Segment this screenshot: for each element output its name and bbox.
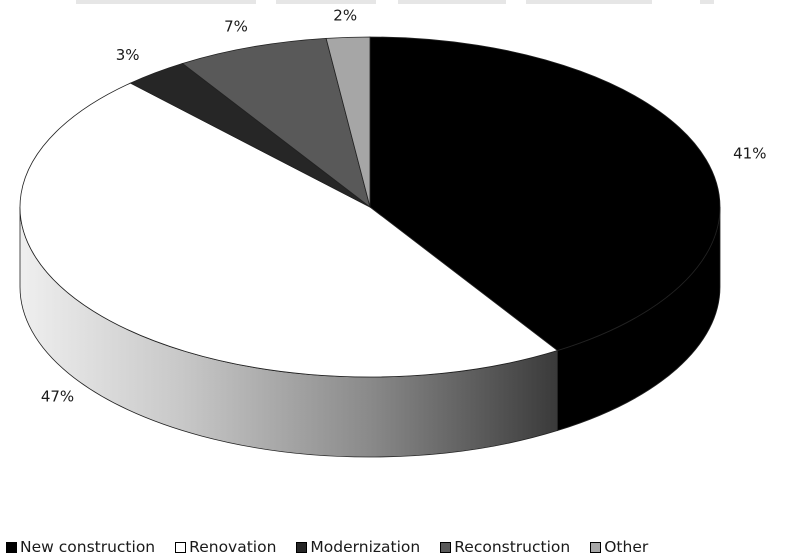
legend-label: Other (604, 538, 649, 556)
legend-item-new-construction: New construction (6, 538, 155, 556)
legend-item-renovation: Renovation (175, 538, 276, 556)
slice-renovation (19, 82, 559, 378)
chart-legend: New construction Renovation Modernization R… (6, 537, 800, 557)
legend-swatch (296, 541, 308, 553)
pie-chart: 41% 47% 3% 7% 2% (19, 6, 766, 458)
data-label-renovation: 47% (41, 388, 74, 406)
legend-swatch (590, 541, 602, 553)
legend-swatch (175, 541, 187, 553)
data-label-reconstruction: 7% (224, 17, 248, 35)
legend-item-reconstruction: Reconstruction (440, 538, 570, 556)
data-label-other: 2% (333, 6, 357, 24)
data-label-new-construction: 41% (733, 144, 766, 162)
slice-other (325, 36, 371, 208)
legend-label: Modernization (310, 538, 421, 556)
legend-label: New construction (20, 538, 156, 556)
legend-swatch (440, 541, 452, 553)
legend-label: Renovation (189, 538, 277, 556)
data-label-modernization: 3% (116, 46, 140, 64)
legend-swatch (6, 541, 17, 553)
slice-reconstruction (181, 37, 371, 209)
legend-item-other: Other (590, 538, 648, 556)
slice-new-construction (369, 36, 721, 351)
legend-label: Reconstruction (454, 538, 571, 556)
top-decor-strip (0, 0, 800, 4)
legend-item-modernization: Modernization (296, 538, 420, 556)
